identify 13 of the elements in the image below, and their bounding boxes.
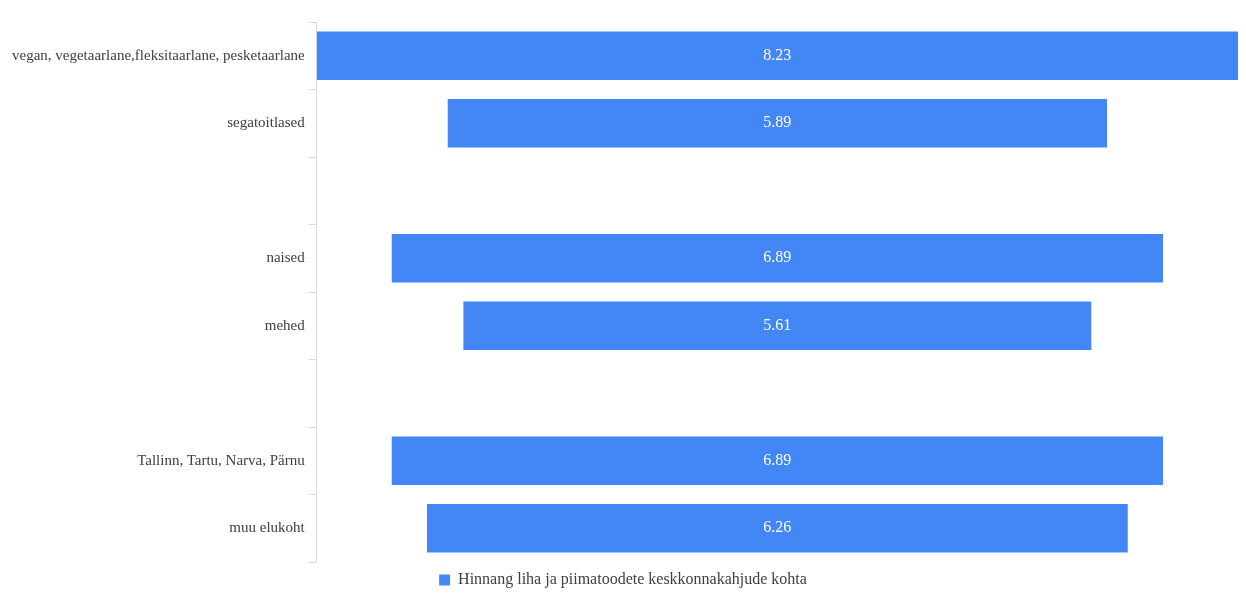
data-label: 5.89 xyxy=(763,113,792,131)
category-label: Tallinn, Tartu, Narva, Pärnu xyxy=(137,451,306,468)
data-label: 6.26 xyxy=(763,518,792,536)
legend-label: Hinnang liha ja piimatoodete keskkonnakahjude kohta xyxy=(458,570,807,589)
data-label: 6.89 xyxy=(763,450,792,468)
data-label: 5.61 xyxy=(763,315,792,333)
data-label: 8.23 xyxy=(763,45,792,63)
category-label: segatoitlased xyxy=(227,114,306,131)
category-label: vegan, vegetaarlane,fleksitaarlane, pesketaarlane xyxy=(11,46,306,63)
category-label: naised xyxy=(266,249,306,266)
category-label: mehed xyxy=(264,316,306,333)
data-label: 6.89 xyxy=(763,248,792,266)
category-label: muu elukoht xyxy=(229,519,306,536)
